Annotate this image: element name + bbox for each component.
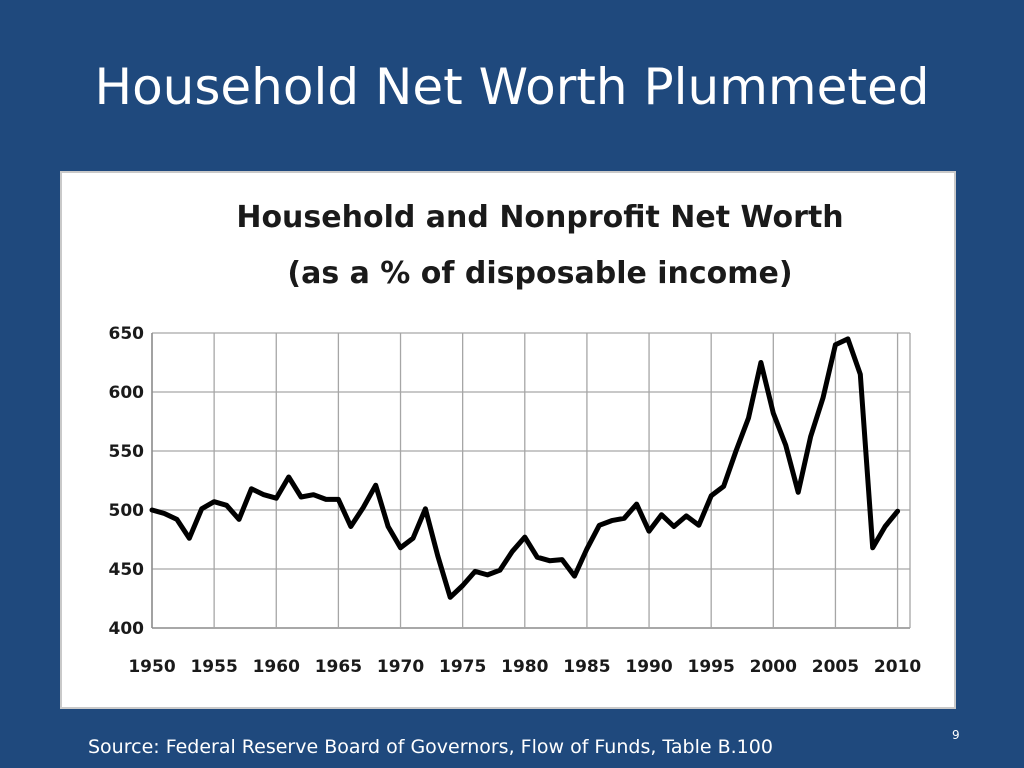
series-line-net-worth xyxy=(149,336,901,600)
y-tick-label: 650 xyxy=(109,324,145,344)
x-tick-label: 1970 xyxy=(377,657,424,677)
net-worth-line-chart: Household and Nonprofit Net Worth (as a … xyxy=(109,200,922,677)
y-tick-label: 600 xyxy=(109,383,145,403)
chart-series-layer xyxy=(149,336,901,600)
slide-title: Household Net Worth Plummeted xyxy=(94,58,930,116)
chart-gridlines xyxy=(151,332,911,629)
x-tick-label: 1965 xyxy=(315,657,362,677)
x-tick-label: 1950 xyxy=(128,657,175,677)
y-tick-label: 550 xyxy=(109,442,145,462)
chart-panel: Household and Nonprofit Net Worth (as a … xyxy=(60,171,956,709)
x-tick-label: 1955 xyxy=(190,657,237,677)
x-tick-label: 2005 xyxy=(812,657,859,677)
x-tick-label: 1975 xyxy=(439,657,486,677)
y-tick-label: 450 xyxy=(109,560,145,580)
y-tick-label: 500 xyxy=(109,501,145,521)
page-number: 9 xyxy=(952,728,960,742)
x-axis-tick-labels: 1950 1955 1960 1965 1970 1975 1980 1985 1990 1995… xyxy=(128,657,921,677)
x-tick-label: 1960 xyxy=(253,657,300,677)
chart-title-line-1: Household and Nonprofit Net Worth xyxy=(236,200,843,235)
x-tick-label: 1995 xyxy=(688,657,735,677)
source-note: Source: Federal Reserve Board of Governo… xyxy=(88,736,773,758)
x-tick-label: 1980 xyxy=(501,657,548,677)
y-axis-tick-labels: 400 450 500 550 600 650 xyxy=(109,324,145,639)
x-tick-label: 1990 xyxy=(625,657,672,677)
y-tick-label: 400 xyxy=(109,619,145,639)
x-tick-label: 1985 xyxy=(563,657,610,677)
x-tick-label: 2000 xyxy=(750,657,797,677)
chart-title-line-2: (as a % of disposable income) xyxy=(287,256,792,291)
x-tick-label: 2010 xyxy=(874,657,921,677)
